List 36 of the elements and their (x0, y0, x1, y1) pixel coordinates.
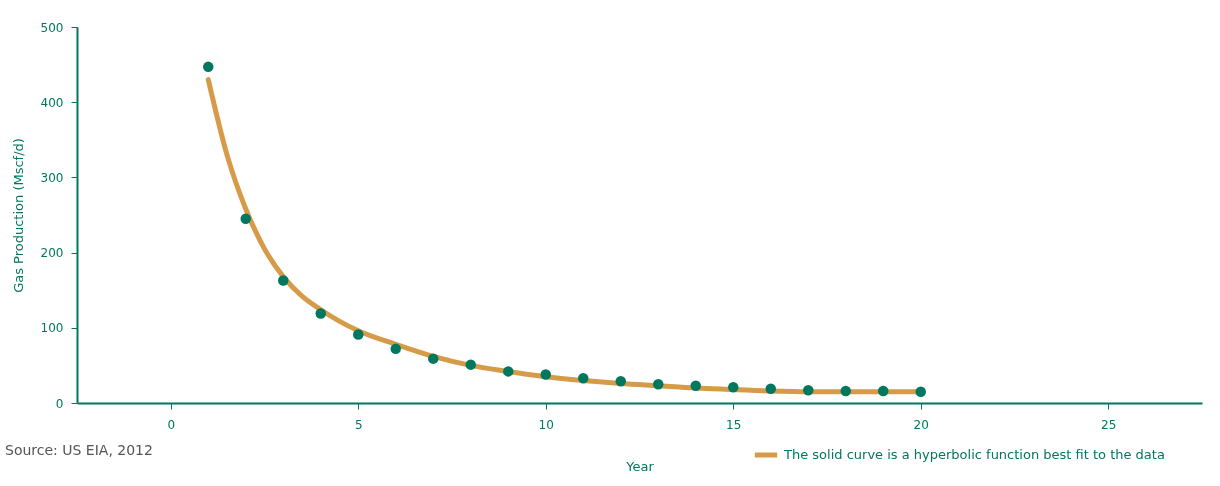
point (840, 385, 851, 397)
x-tick-label: 5 (354, 417, 363, 432)
y-tick-label: 300 (40, 170, 64, 185)
y-axis-title: Gas Production (Mscf/d) (10, 138, 26, 293)
x-tick-label: 15 (726, 417, 742, 432)
y-tick-label: 500 (40, 20, 64, 35)
point (915, 386, 926, 397)
source-note: Source: US EIA, 2012 (5, 442, 153, 458)
y-tick-label: 100 (40, 321, 64, 336)
point (803, 384, 814, 396)
point (653, 378, 664, 390)
x-axis-title: Year (625, 458, 655, 474)
point (690, 380, 701, 391)
point (728, 381, 739, 393)
point (578, 372, 589, 384)
x-tick-label: 25 (1101, 417, 1117, 432)
point (390, 343, 401, 355)
x-tick-label: 20 (913, 417, 929, 432)
y-tick-label: 400 (40, 95, 64, 110)
point (540, 369, 551, 380)
legend-label: The solid curve is a hyperbolic function best fit to the data (783, 447, 1165, 462)
point (503, 366, 514, 377)
point (465, 359, 476, 370)
point (240, 213, 251, 224)
point (615, 375, 626, 387)
point (203, 61, 214, 73)
y-tick-label: 0 (55, 396, 64, 411)
x-tick-label: 0 (167, 417, 176, 432)
point (765, 383, 776, 394)
point (278, 275, 289, 286)
point (315, 308, 326, 319)
point (353, 329, 364, 340)
point (428, 353, 439, 364)
point (878, 385, 889, 397)
y-tick-label: 200 (40, 246, 64, 261)
x-tick-label: 10 (538, 417, 554, 432)
